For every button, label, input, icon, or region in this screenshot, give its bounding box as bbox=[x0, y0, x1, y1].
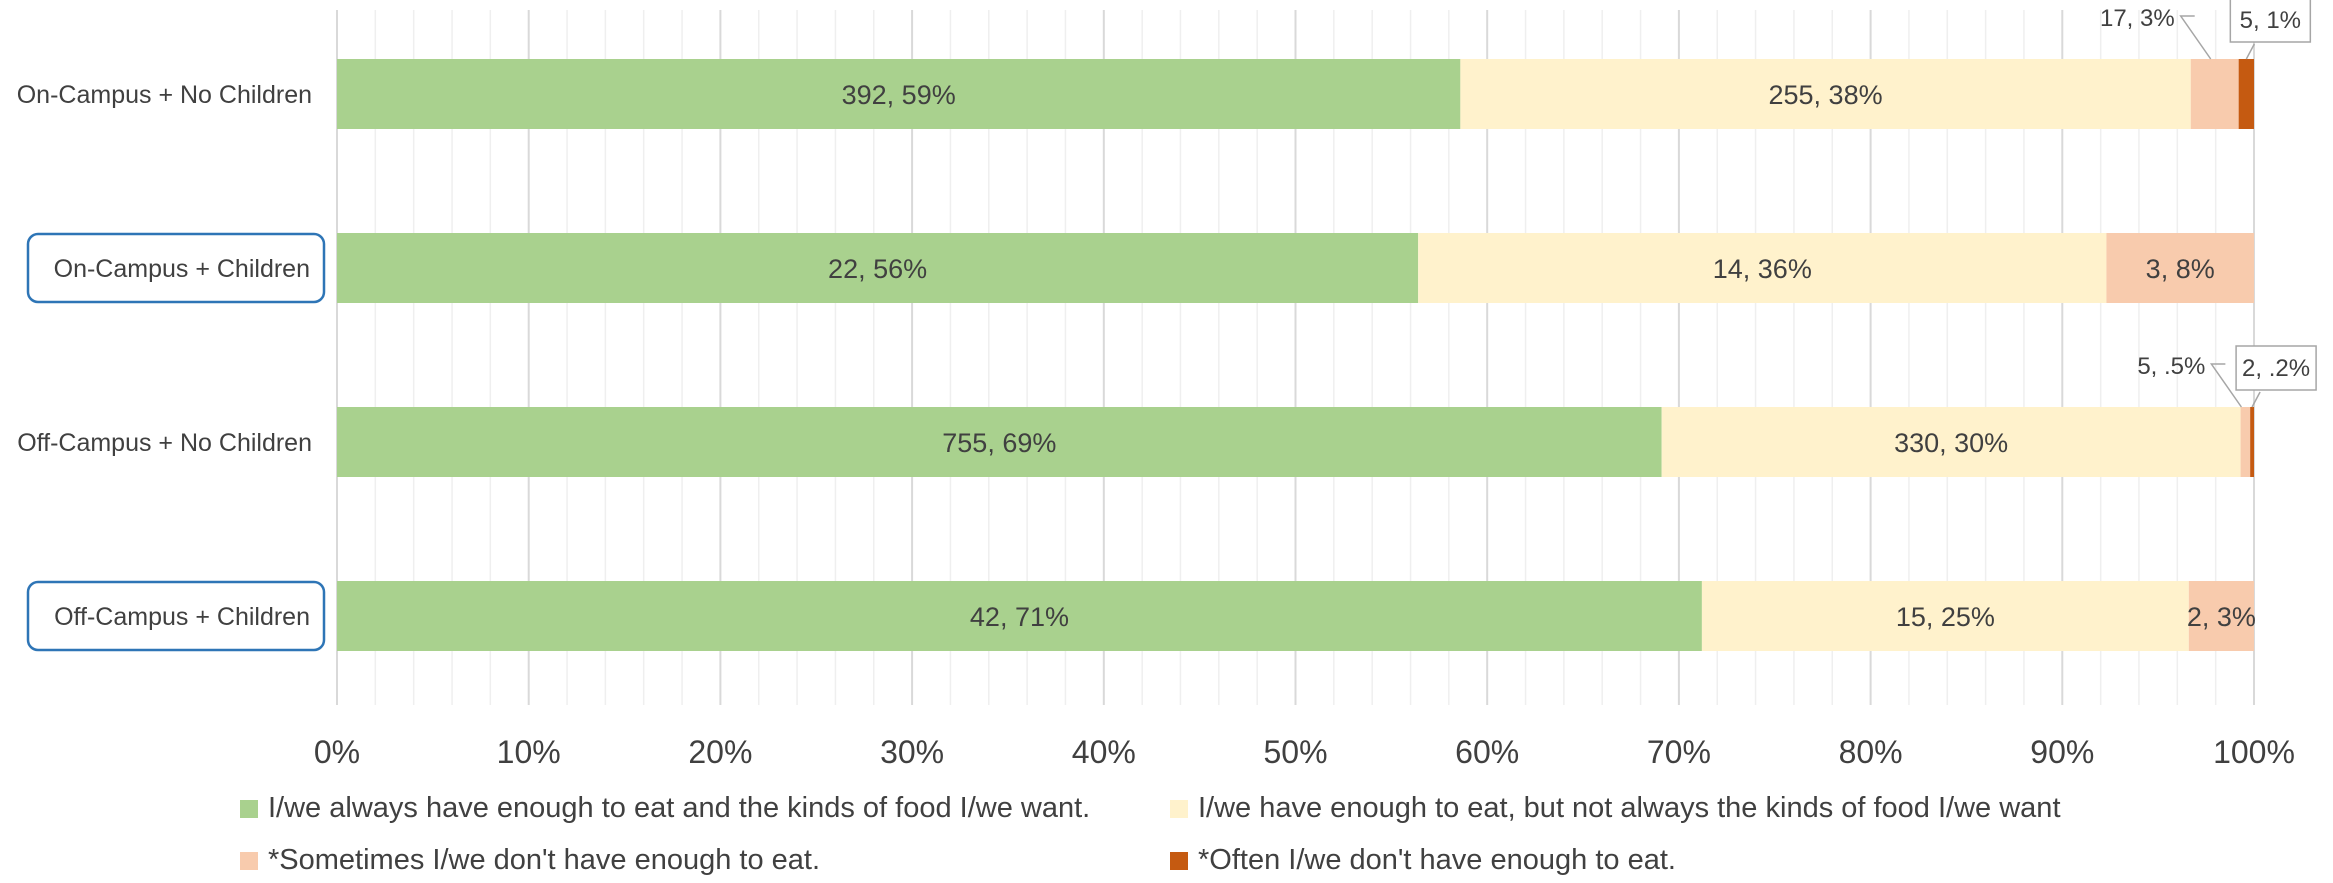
bar-segment bbox=[337, 581, 1702, 651]
legend-swatch bbox=[240, 851, 258, 870]
data-label: 14, 36% bbox=[1713, 254, 1812, 284]
x-tick-label: 10% bbox=[497, 734, 561, 770]
category-label: On-Campus + Children bbox=[54, 255, 310, 283]
data-label: 255, 38% bbox=[1769, 80, 1883, 110]
x-tick-label: 80% bbox=[1839, 734, 1903, 770]
data-label: 330, 30% bbox=[1894, 428, 2008, 458]
bar-segment bbox=[1418, 233, 2107, 303]
callout-leader bbox=[2245, 43, 2255, 60]
callout-label: 17, 3% bbox=[2100, 5, 2175, 32]
legend-label: I/we have enough to eat, but not always … bbox=[1198, 792, 2061, 824]
callout-leader bbox=[2251, 391, 2261, 408]
data-label: 15, 25% bbox=[1896, 602, 1995, 632]
x-tick-label: 0% bbox=[314, 734, 360, 770]
data-label: 3, 8% bbox=[2146, 254, 2215, 284]
callout-leader bbox=[2179, 15, 2212, 60]
callout-box bbox=[2235, 345, 2317, 391]
data-label: 2, 3% bbox=[2187, 602, 2256, 632]
bar-segment bbox=[2106, 233, 2254, 303]
data-label: 755, 69% bbox=[942, 428, 1056, 458]
category-label: On-Campus + No Children bbox=[17, 81, 312, 109]
callout-label: 5, .5% bbox=[2137, 353, 2205, 380]
legend-label: *Often I/we don't have enough to eat. bbox=[1198, 844, 1676, 876]
category-label: Off-Campus + No Children bbox=[17, 429, 312, 457]
bar-segment bbox=[2250, 407, 2254, 477]
callout-label: 5, 1% bbox=[2240, 7, 2301, 34]
x-tick-label: 90% bbox=[2030, 734, 2094, 770]
legend-swatch bbox=[1170, 799, 1188, 818]
legend-label: *Sometimes I/we don't have enough to eat… bbox=[268, 844, 821, 876]
chart-plot: 0% 10% 20% 30% 40% 50% 60% 70% 80% 90% 100% On-Camp… bbox=[17, 0, 2317, 770]
bar-segment bbox=[337, 407, 1662, 477]
data-label: 22, 56% bbox=[828, 254, 927, 284]
x-tick-label: 40% bbox=[1072, 734, 1136, 770]
category-label-box bbox=[26, 580, 326, 652]
x-tick-label: 50% bbox=[1263, 734, 1327, 770]
legend-swatch bbox=[1170, 851, 1188, 870]
bar-segment bbox=[1460, 59, 2191, 129]
bar-segment bbox=[2188, 581, 2254, 651]
legend-item: *Sometimes I/we don't have enough to eat… bbox=[240, 844, 820, 877]
x-tick-label: 20% bbox=[688, 734, 752, 770]
x-tick-label: 100% bbox=[2213, 734, 2295, 770]
data-label: 392, 59% bbox=[842, 80, 956, 110]
category-label: Off-Campus + Children bbox=[54, 603, 310, 631]
legend-item: I/we always have enough to eat and the k… bbox=[240, 792, 1090, 825]
legend-item: I/we have enough to eat, but not always … bbox=[1170, 792, 2061, 825]
x-tick-label: 60% bbox=[1455, 734, 1519, 770]
bar-segment bbox=[1701, 581, 2189, 651]
callout-leader bbox=[2209, 363, 2242, 408]
bar-segment bbox=[1661, 407, 2241, 477]
category-label-box bbox=[26, 232, 326, 304]
bar-segment bbox=[337, 59, 1461, 129]
legend-item: *Often I/we don't have enough to eat. bbox=[1170, 844, 1676, 877]
bar-segment bbox=[337, 233, 1419, 303]
bar-segment bbox=[2238, 59, 2254, 129]
legend-label: I/we always have enough to eat and the k… bbox=[268, 792, 1091, 824]
x-tick-label: 30% bbox=[880, 734, 944, 770]
bar-segment bbox=[2190, 59, 2239, 129]
legend-swatch bbox=[240, 799, 258, 818]
data-label: 42, 71% bbox=[970, 602, 1069, 632]
x-tick-label: 70% bbox=[1647, 734, 1711, 770]
bar-segment bbox=[2240, 407, 2251, 477]
callout-label: 2, .2% bbox=[2242, 355, 2310, 382]
callout-box bbox=[2229, 0, 2312, 43]
